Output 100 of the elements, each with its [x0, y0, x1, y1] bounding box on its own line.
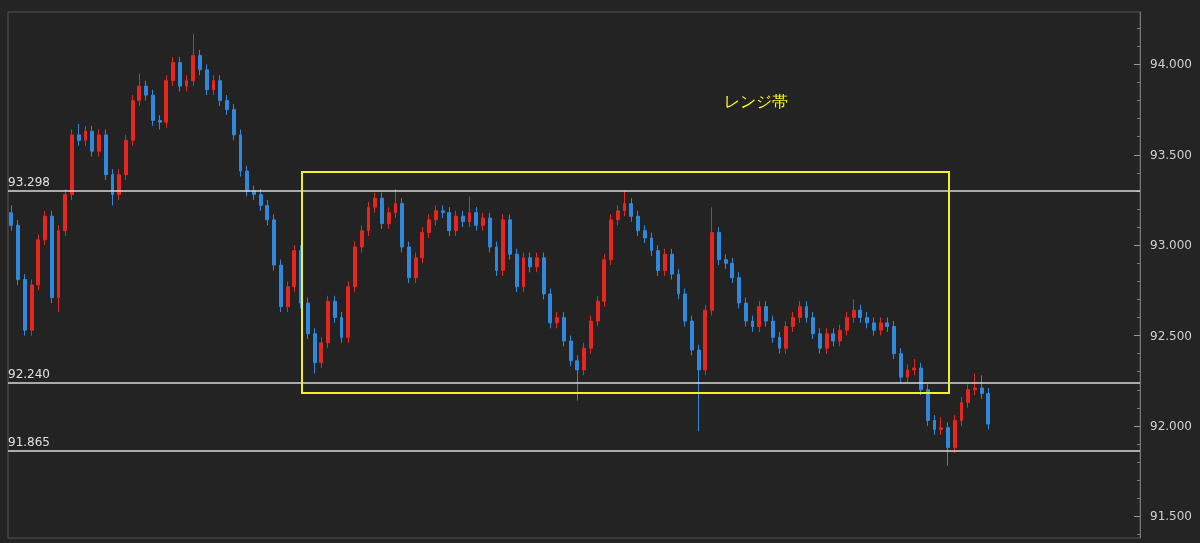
candlestick	[272, 213, 276, 271]
y-tick-label: 91.500	[1150, 509, 1192, 524]
candlestick	[326, 295, 330, 349]
candlestick	[239, 128, 242, 177]
ref-line-label: 93.298	[8, 174, 50, 189]
candlestick	[885, 316, 889, 333]
candlestick	[515, 248, 519, 293]
candlestick	[697, 344, 701, 432]
candlestick	[414, 251, 418, 284]
candlestick	[50, 210, 54, 304]
candlestick	[764, 300, 768, 328]
candlestick	[623, 190, 626, 217]
candlestick	[575, 354, 579, 402]
candlestick	[131, 94, 135, 147]
candlestick	[879, 316, 883, 337]
candlestick	[872, 316, 876, 337]
candlestick	[407, 241, 411, 284]
candlestick	[198, 49, 202, 76]
candlestick	[137, 72, 141, 107]
candlestick	[245, 165, 249, 197]
candlestick	[528, 251, 532, 273]
y-tick-label: 92.000	[1150, 418, 1192, 433]
candlestick	[151, 89, 155, 127]
candlestick	[845, 311, 849, 337]
candlestick	[771, 315, 775, 344]
candlestick	[522, 251, 525, 293]
candlestick	[683, 288, 687, 328]
candlestick	[144, 80, 148, 102]
candlestick	[926, 383, 930, 427]
candlestick	[838, 324, 842, 347]
candlestick	[468, 195, 471, 228]
candlestick	[757, 300, 761, 333]
candlestick	[562, 311, 566, 347]
candlestick	[333, 295, 337, 324]
candlestick	[164, 74, 168, 129]
candlestick	[394, 188, 397, 219]
candlestick	[488, 212, 492, 253]
candlestick	[960, 396, 963, 427]
candlestick	[831, 327, 835, 347]
candlestick	[569, 335, 573, 367]
candlestick	[912, 358, 916, 376]
candlestick	[63, 188, 67, 237]
candlestick	[259, 188, 263, 212]
candlestick	[171, 56, 175, 87]
candlestick	[30, 279, 34, 337]
candlestick	[858, 304, 862, 324]
y-tick-label: 93.000	[1150, 238, 1192, 253]
candlestick	[535, 251, 539, 273]
candlestick	[865, 311, 869, 329]
candlestick	[730, 257, 734, 284]
candlestick	[582, 342, 586, 376]
candlestick	[43, 210, 47, 246]
y-tick-label: 94.000	[1150, 57, 1192, 72]
candlestick	[447, 206, 451, 237]
candlestick	[798, 300, 802, 324]
candlestick	[158, 114, 162, 130]
candlestick	[292, 244, 296, 293]
ref-line-label: 92.240	[8, 366, 50, 381]
candlestick	[124, 134, 128, 181]
candlestick	[111, 168, 114, 206]
candlestick	[178, 56, 182, 93]
candlestick	[286, 280, 290, 313]
candlestick	[420, 226, 424, 264]
candlestick	[953, 414, 957, 454]
candlestick	[306, 297, 310, 340]
candlestick	[117, 168, 121, 201]
candlestick	[387, 206, 391, 230]
y-tick-label: 93.500	[1150, 147, 1192, 162]
candlestick	[602, 253, 606, 308]
candlestick	[811, 311, 815, 340]
annotation: レンジ帯	[724, 92, 788, 113]
candlestick	[313, 327, 317, 375]
candlestick	[508, 213, 512, 261]
candlestick	[555, 311, 559, 329]
candlestick	[265, 199, 269, 226]
candlestick	[212, 74, 215, 96]
candlestick	[360, 224, 364, 253]
candlestick	[191, 33, 195, 87]
candlestick	[319, 336, 323, 369]
candlestick	[818, 327, 822, 355]
candlestick	[906, 363, 909, 384]
candlestick	[218, 74, 222, 107]
candlestick	[966, 383, 970, 409]
candlestick	[724, 253, 728, 270]
candlestick	[400, 197, 404, 253]
candlestick	[980, 374, 984, 400]
candlestick	[717, 226, 721, 266]
candlestick	[340, 311, 343, 344]
candlestick	[97, 128, 101, 158]
candlestick	[609, 213, 613, 266]
candlestick	[225, 94, 229, 116]
candlestick	[454, 210, 458, 237]
candlestick	[36, 233, 40, 291]
candlestick	[656, 244, 660, 277]
candlestick	[737, 271, 741, 309]
candlestick	[751, 315, 754, 333]
candlestick	[461, 210, 465, 228]
candlestick	[367, 201, 370, 237]
candlestick	[852, 298, 856, 324]
candlestick	[919, 362, 923, 396]
